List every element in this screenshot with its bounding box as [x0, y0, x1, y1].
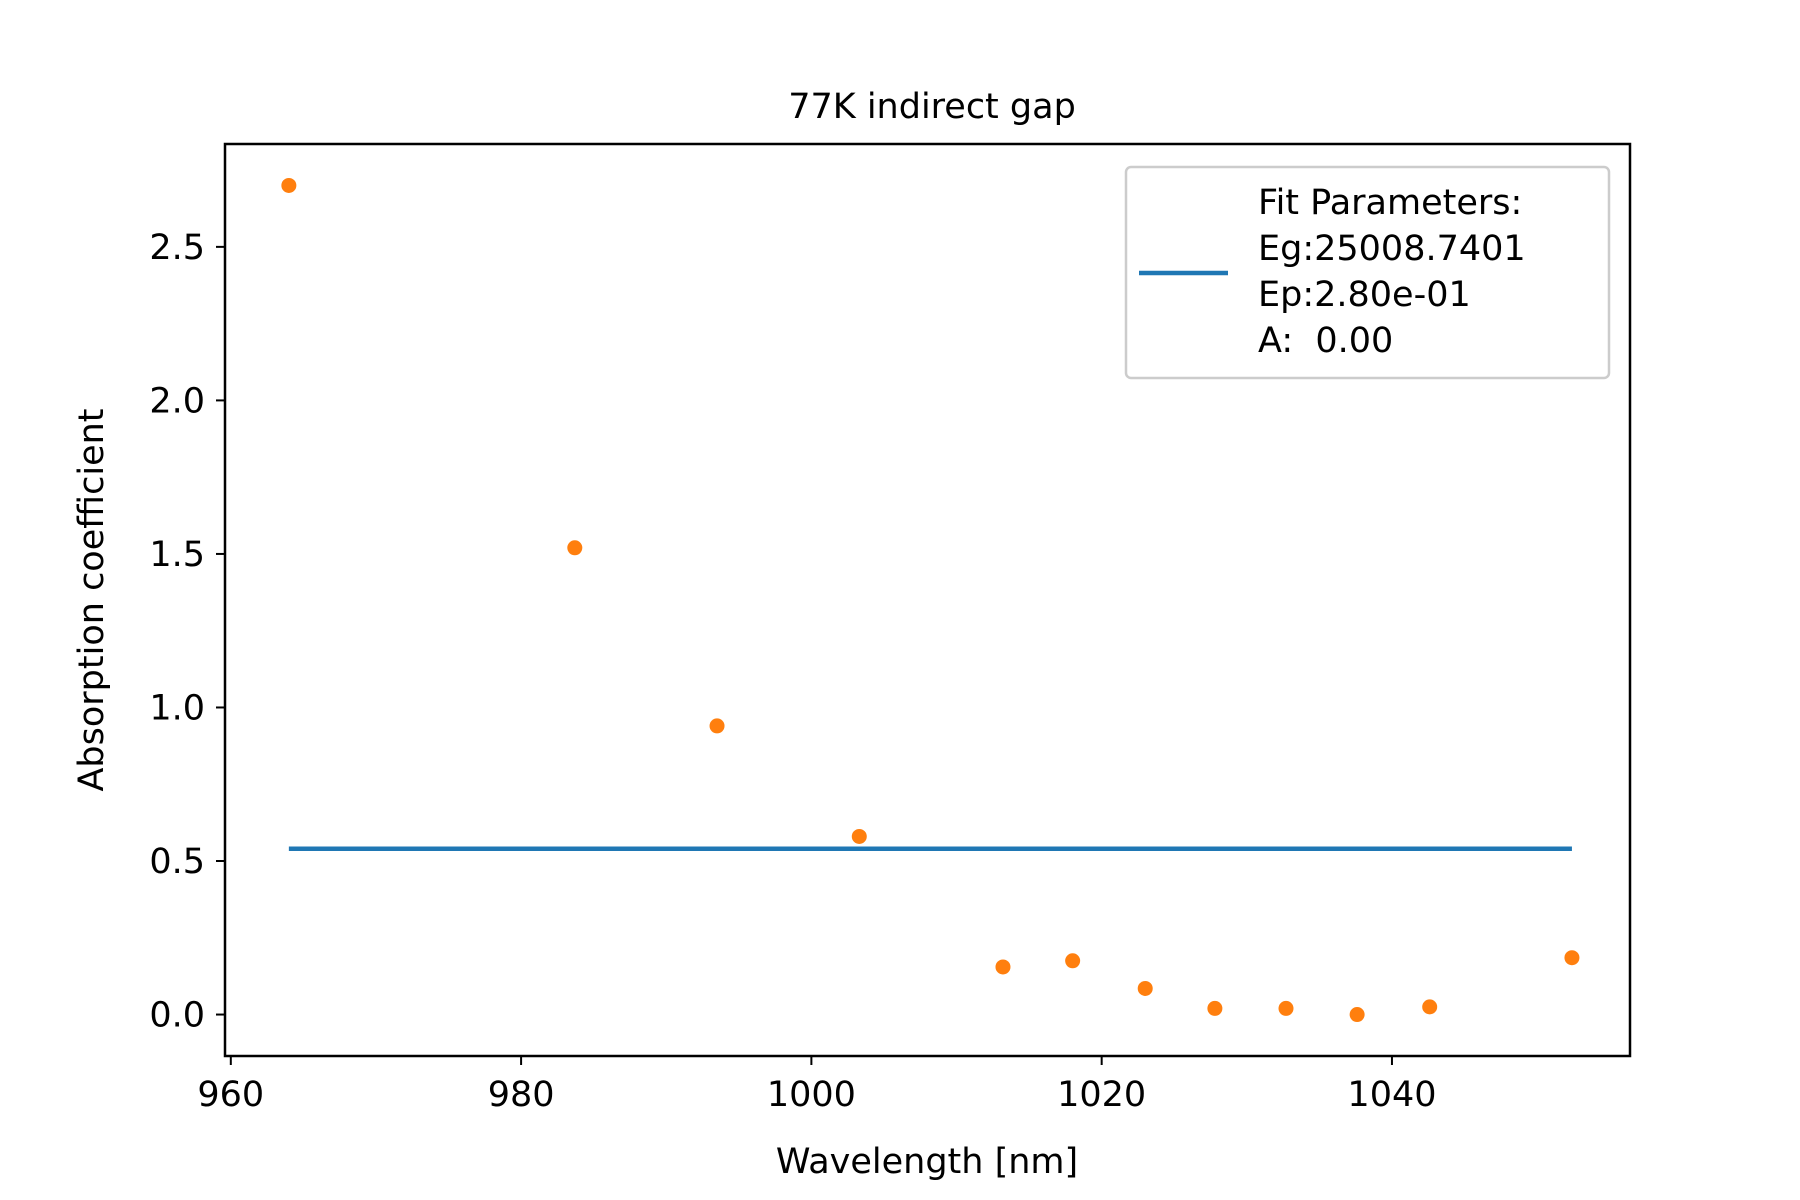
data-point: [281, 177, 297, 193]
y-tick-label: 1.0: [149, 688, 205, 728]
plot-area: [281, 177, 1580, 1023]
data-point: [1137, 980, 1153, 996]
axis-ticks: 960 980 1000 1020 1040 0.0 0.5 1.0 1.5 2.0 2.5: [149, 228, 1436, 1115]
y-tick-label: 0.5: [149, 842, 205, 882]
legend-text-ep: Ep:2.80e-01: [1258, 275, 1471, 315]
legend-text-fit-parameters: Fit Parameters:: [1258, 183, 1522, 223]
chart-title: 77K indirect gap: [788, 87, 1076, 127]
data-point: [851, 828, 867, 844]
data-point: [567, 540, 583, 556]
legend-text-eg: Eg:25008.7401: [1258, 229, 1526, 269]
data-point: [1422, 999, 1438, 1015]
y-tick-label: 2.0: [149, 381, 205, 421]
y-tick-label: 2.5: [149, 228, 205, 268]
y-tick-label: 0.0: [149, 996, 205, 1036]
data-point: [1564, 950, 1580, 966]
data-point: [1207, 1000, 1223, 1016]
y-tick-label: 1.5: [149, 535, 205, 575]
data-point: [1349, 1007, 1365, 1023]
data-point: [1278, 1000, 1294, 1016]
data-point: [995, 959, 1011, 975]
x-tick-label: 960: [197, 1075, 264, 1115]
legend-text-a: A: 0.00: [1258, 321, 1393, 361]
x-axis-label: Wavelength [nm]: [776, 1142, 1078, 1182]
legend: Fit Parameters: Eg:25008.7401 Ep:2.80e-0…: [1124, 165, 1611, 380]
legend-box: [1124, 165, 1611, 380]
x-tick-label: 1040: [1347, 1075, 1436, 1115]
data-point: [1065, 953, 1081, 969]
axes-frame: [223, 142, 1632, 1058]
y-axis-label: Absorption coefficient: [72, 408, 112, 791]
x-tick-label: 980: [488, 1075, 555, 1115]
x-tick-label: 1020: [1057, 1075, 1146, 1115]
x-tick-label: 1000: [767, 1075, 856, 1115]
data-point: [709, 718, 725, 734]
